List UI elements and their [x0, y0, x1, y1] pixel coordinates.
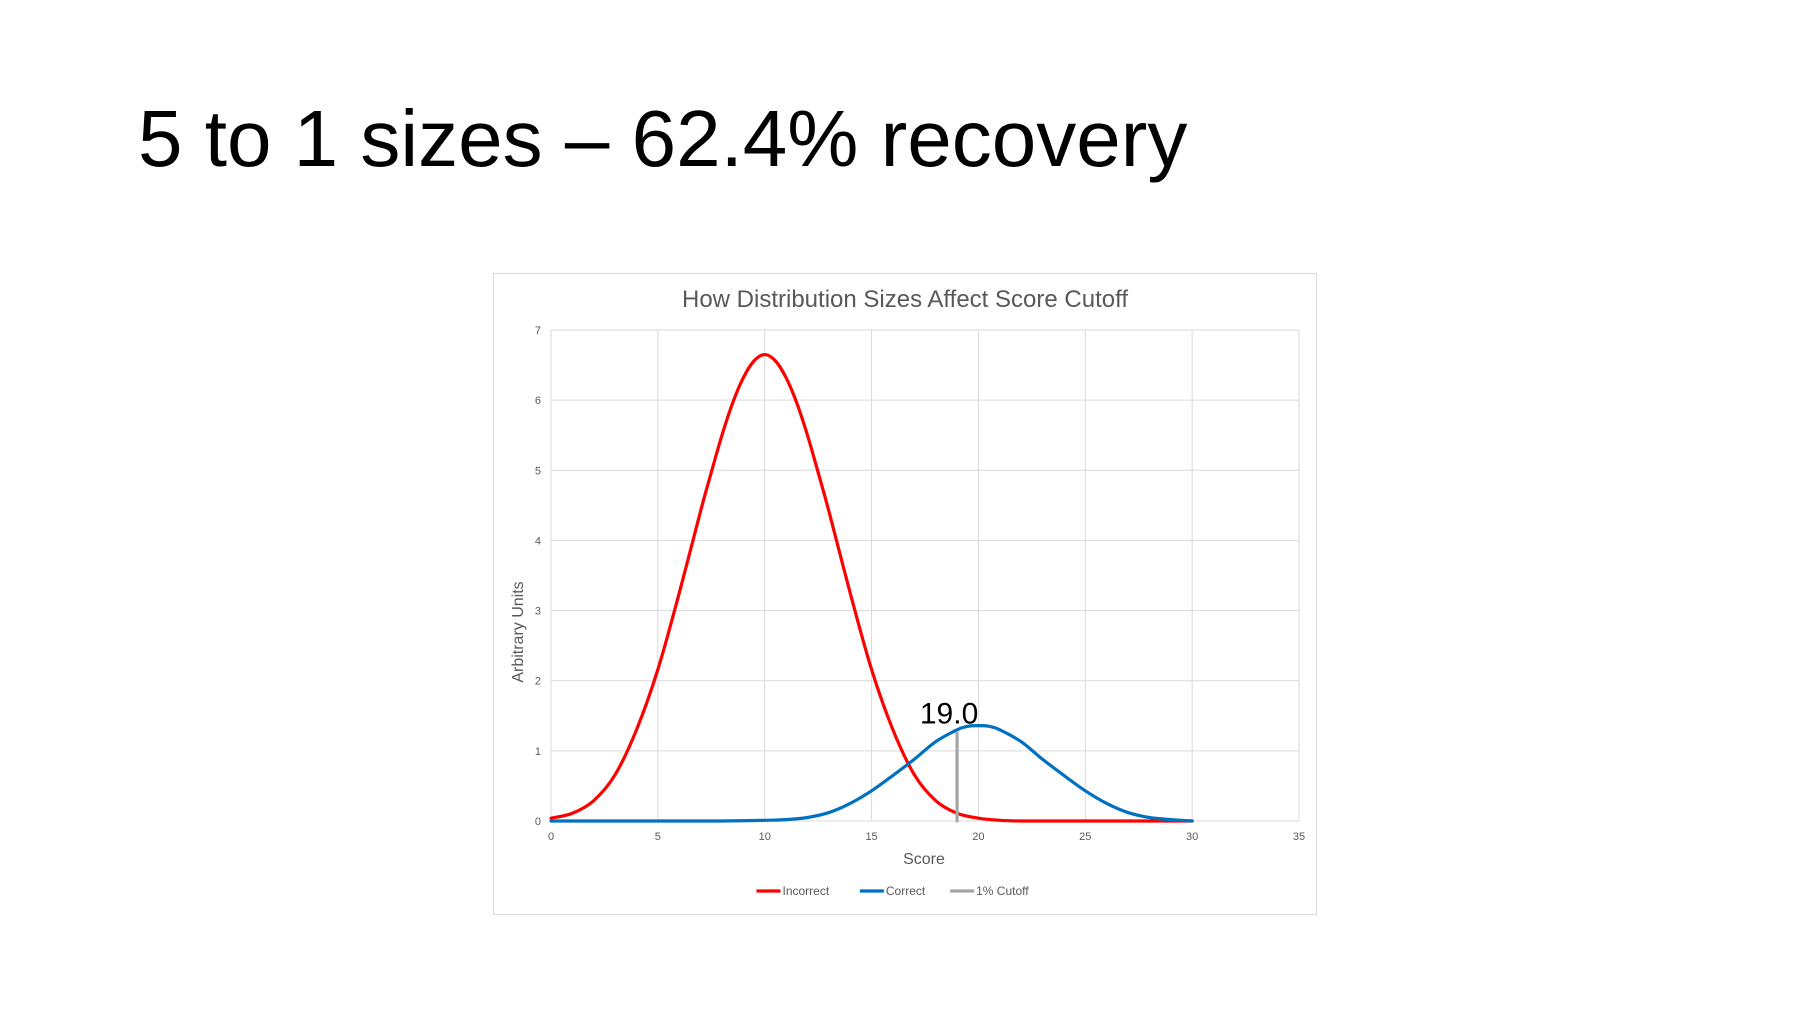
x-tick-label: 0 — [548, 831, 554, 843]
chart-legend: Incorrect Correct 1% Cutoff — [756, 884, 1029, 898]
series-lines — [549, 352, 1194, 823]
y-tick-label: 2 — [535, 676, 541, 688]
series-line-correct — [549, 724, 1194, 823]
y-tick-label: 5 — [535, 465, 541, 477]
x-tick-label: 15 — [865, 831, 877, 843]
axis-ticks: 0 1 2 3 4 5 6 7 0 5 10 15 20 25 30 35 — [535, 325, 1305, 843]
x-tick-label: 35 — [1293, 831, 1305, 843]
x-tick-label: 5 — [655, 831, 661, 843]
x-tick-label: 10 — [759, 831, 771, 843]
y-tick-label: 3 — [535, 606, 541, 618]
legend-label: Incorrect — [783, 884, 830, 898]
chart-title: How Distribution Sizes Affect Score Cuto… — [682, 286, 1128, 313]
y-tick-label: 0 — [535, 816, 541, 828]
x-tick-label: 30 — [1186, 831, 1198, 843]
y-tick-label: 7 — [535, 325, 541, 337]
legend-label: 1% Cutoff — [976, 884, 1029, 898]
slide-title: 5 to 1 sizes – 62.4% recovery — [138, 94, 1188, 183]
y-tick-label: 4 — [535, 535, 541, 547]
y-axis-label: Arbitrary Units — [510, 581, 527, 682]
annotations: 19.0 — [920, 697, 978, 730]
cutoff-data-label: 19.0 — [920, 697, 978, 730]
line-chart: How Distribution Sizes Affect Score Cuto… — [510, 286, 1305, 898]
x-tick-label: 20 — [972, 831, 984, 843]
x-axis-label: Score — [903, 851, 945, 868]
gridlines — [550, 329, 1300, 822]
y-tick-label: 1 — [535, 746, 541, 758]
series-line-incorrect — [549, 352, 1194, 823]
x-tick-label: 25 — [1079, 831, 1091, 843]
legend-label: Correct — [886, 884, 926, 898]
y-tick-label: 6 — [535, 395, 541, 407]
chart-container: How Distribution Sizes Affect Score Cuto… — [493, 273, 1317, 915]
